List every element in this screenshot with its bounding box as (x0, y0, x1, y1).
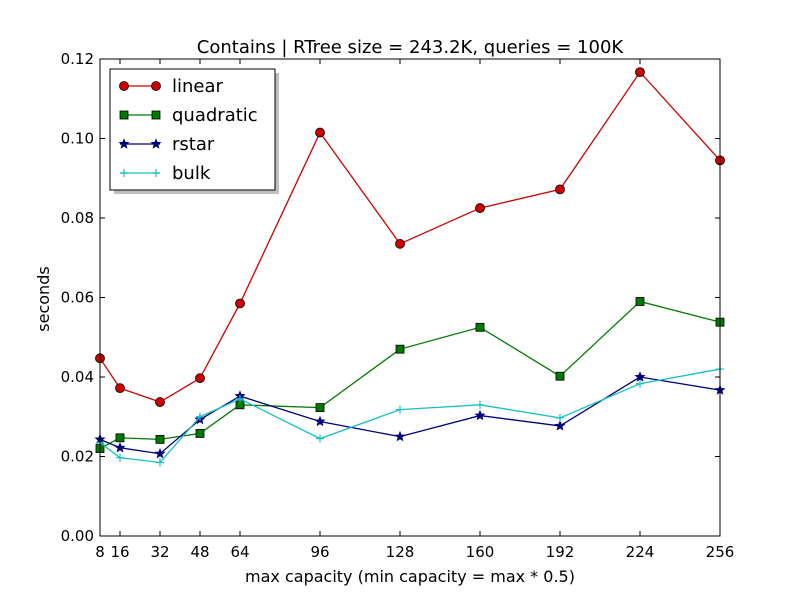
legend-marker (151, 81, 161, 91)
data-point-quadratic (115, 433, 125, 443)
data-point-rstar (634, 371, 646, 382)
legend-item-bulk: bulk (120, 163, 211, 184)
data-point-linear (315, 127, 325, 138)
data-point-rstar (474, 409, 486, 421)
legend-marker (119, 110, 129, 120)
data-point-rstar (314, 415, 326, 427)
data-point-linear (475, 203, 485, 213)
data-point-quadratic (155, 435, 165, 444)
chart-title: Contains | RTree size = 243.2K, queries … (197, 37, 625, 58)
y-tick-label: 0.12 (61, 50, 94, 68)
data-point-linear (635, 67, 645, 78)
data-point-bulk (116, 453, 124, 462)
y-tick-label: 0.06 (61, 289, 94, 307)
series-linear (95, 67, 725, 407)
legend-marker (118, 138, 130, 149)
x-tick-label: 160 (466, 543, 495, 561)
x-tick-label: 256 (706, 543, 735, 561)
legend-marker (119, 81, 129, 91)
y-tick-label: 0.04 (61, 368, 94, 386)
data-point-bulk (316, 434, 324, 443)
x-tick-label: 128 (386, 543, 415, 561)
data-point-bulk (396, 405, 404, 414)
data-point-quadratic (635, 297, 645, 306)
legend-label: bulk (172, 163, 211, 184)
data-point-quadratic (315, 403, 325, 413)
legend-marker (151, 110, 161, 120)
y-tick-label: 0.08 (61, 209, 94, 227)
data-point-bulk (636, 379, 644, 388)
x-tick-label: 64 (230, 543, 249, 561)
legend-box (109, 68, 276, 191)
data-point-bulk (236, 394, 244, 403)
x-tick-label: 192 (546, 543, 575, 561)
legend-label: quadratic (172, 105, 258, 126)
plot-area-frame (99, 58, 721, 537)
y-tick-label: 0.02 (61, 448, 94, 466)
legend-item-quadratic: quadratic (119, 105, 258, 126)
data-point-rstar (394, 430, 406, 442)
legend-item-rstar: rstar (118, 134, 215, 155)
data-point-rstar (554, 420, 566, 431)
data-point-quadratic (555, 371, 565, 381)
x-axis-title: max capacity (min capacity = max * 0.5) (245, 567, 575, 586)
x-tick-label: 48 (190, 543, 209, 561)
y-tick-label: 0.00 (61, 527, 94, 545)
data-point-linear (115, 383, 125, 394)
data-point-linear (235, 298, 245, 309)
x-tick-label: 8 (95, 543, 105, 561)
data-point-linear (155, 397, 165, 407)
x-tick-label: 32 (150, 543, 169, 561)
series-layer (94, 67, 726, 467)
data-point-bulk (556, 413, 564, 422)
data-point-linear (395, 238, 405, 249)
data-point-rstar (154, 447, 166, 459)
data-point-bulk (476, 400, 484, 409)
x-tick-label: 224 (626, 543, 655, 561)
data-point-linear (555, 184, 565, 195)
y-axis-title: seconds (34, 266, 53, 331)
legend-marker (152, 169, 160, 177)
legend-marker (150, 138, 162, 149)
legend-item-linear: linear (119, 76, 224, 97)
data-point-bulk (196, 412, 204, 421)
x-tick-label: 16 (110, 543, 129, 561)
legend-label: linear (172, 76, 224, 97)
ticks-layer: 8 16 32 48 64 96 128 160 192 224 256 0.00 0.02 0.04 0.… (61, 50, 735, 561)
data-point-rstar (114, 441, 126, 453)
legend-label: rstar (172, 134, 215, 155)
legend: linear quadratic rstar bulk (109, 68, 279, 194)
x-tick-label: 96 (310, 543, 329, 561)
legend-marker (120, 169, 128, 177)
data-point-linear (195, 373, 205, 384)
data-point-quadratic (395, 344, 405, 354)
y-tick-label: 0.10 (61, 130, 94, 148)
data-point-quadratic (475, 322, 485, 332)
data-point-quadratic (195, 429, 205, 438)
data-point-bulk (156, 458, 164, 467)
